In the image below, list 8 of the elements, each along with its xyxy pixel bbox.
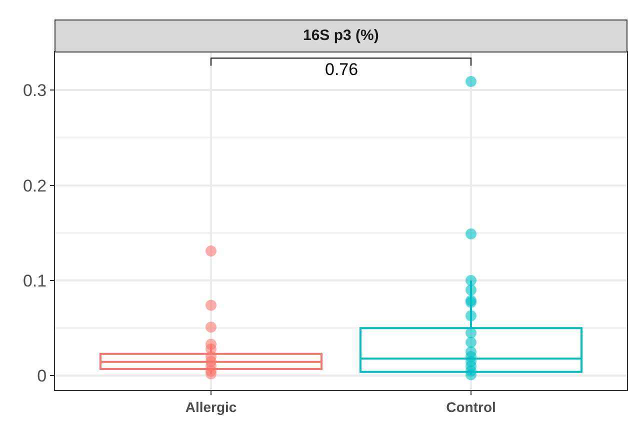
y-tick-label: 0.3 <box>22 81 47 100</box>
x-tick-label: Control <box>446 398 496 415</box>
y-tick-label: 0 <box>37 366 47 386</box>
chart-title: 16S p3 (%) <box>303 27 379 44</box>
y-tick-label: 0.2 <box>22 176 47 196</box>
x-tick-label: Allergic <box>185 398 237 415</box>
annotation: 0.76 <box>325 60 358 79</box>
y-tick-label: 0.1 <box>22 271 47 290</box>
